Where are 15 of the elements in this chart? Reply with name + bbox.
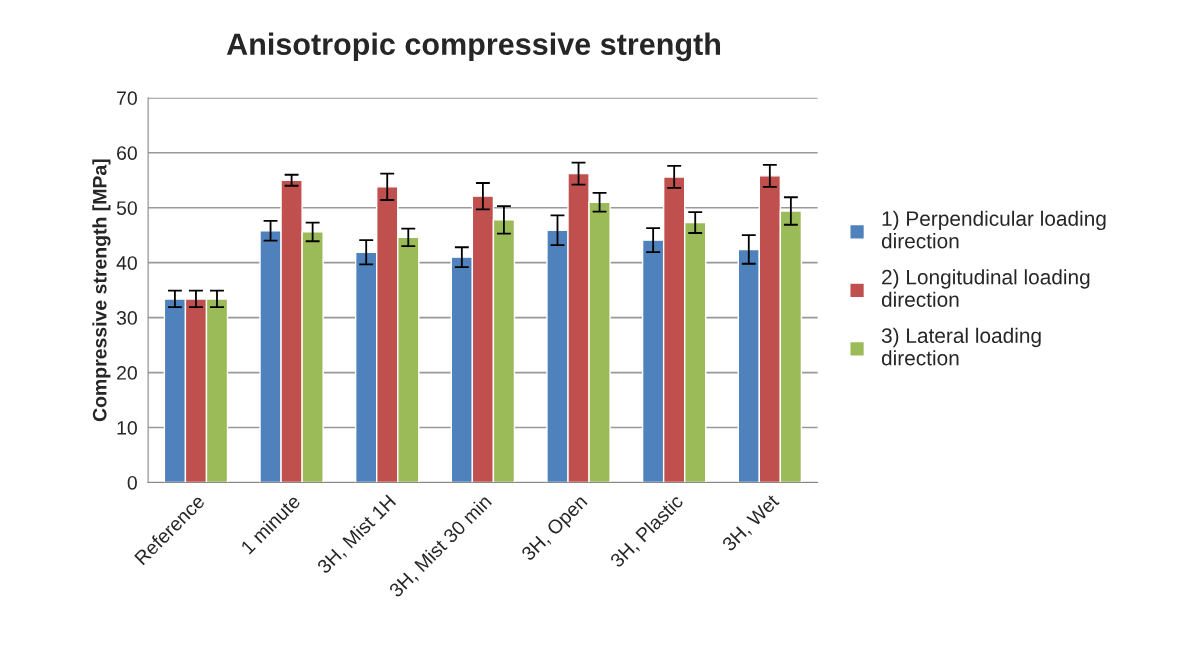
y-axis-title: Compressive strength [MPa] — [92, 159, 111, 422]
y-tick-label: 60 — [117, 146, 137, 160]
y-tick-label: 70 — [117, 91, 137, 106]
y-tick-label: 20 — [117, 366, 137, 380]
chart-title: Anisotropic compressive strength — [226, 32, 721, 62]
legend-label: 3) Lateral loading direction — [881, 327, 1041, 366]
legend-label: 1) Perpendicular loading direction — [881, 210, 1106, 249]
x-tick-label: 3H, Wet — [721, 493, 782, 554]
y-tick-label: 50 — [116, 201, 137, 215]
y-tick-label: 30 — [116, 311, 137, 325]
legend-label: 2) Longitudinal loading direction — [881, 269, 1090, 307]
x-tick-label: 3H, Mist 1H — [315, 494, 398, 576]
y-tick-label: 40 — [116, 256, 137, 270]
y-tick-label: 10 — [117, 420, 137, 435]
y-tick-label: 0 — [127, 475, 137, 490]
